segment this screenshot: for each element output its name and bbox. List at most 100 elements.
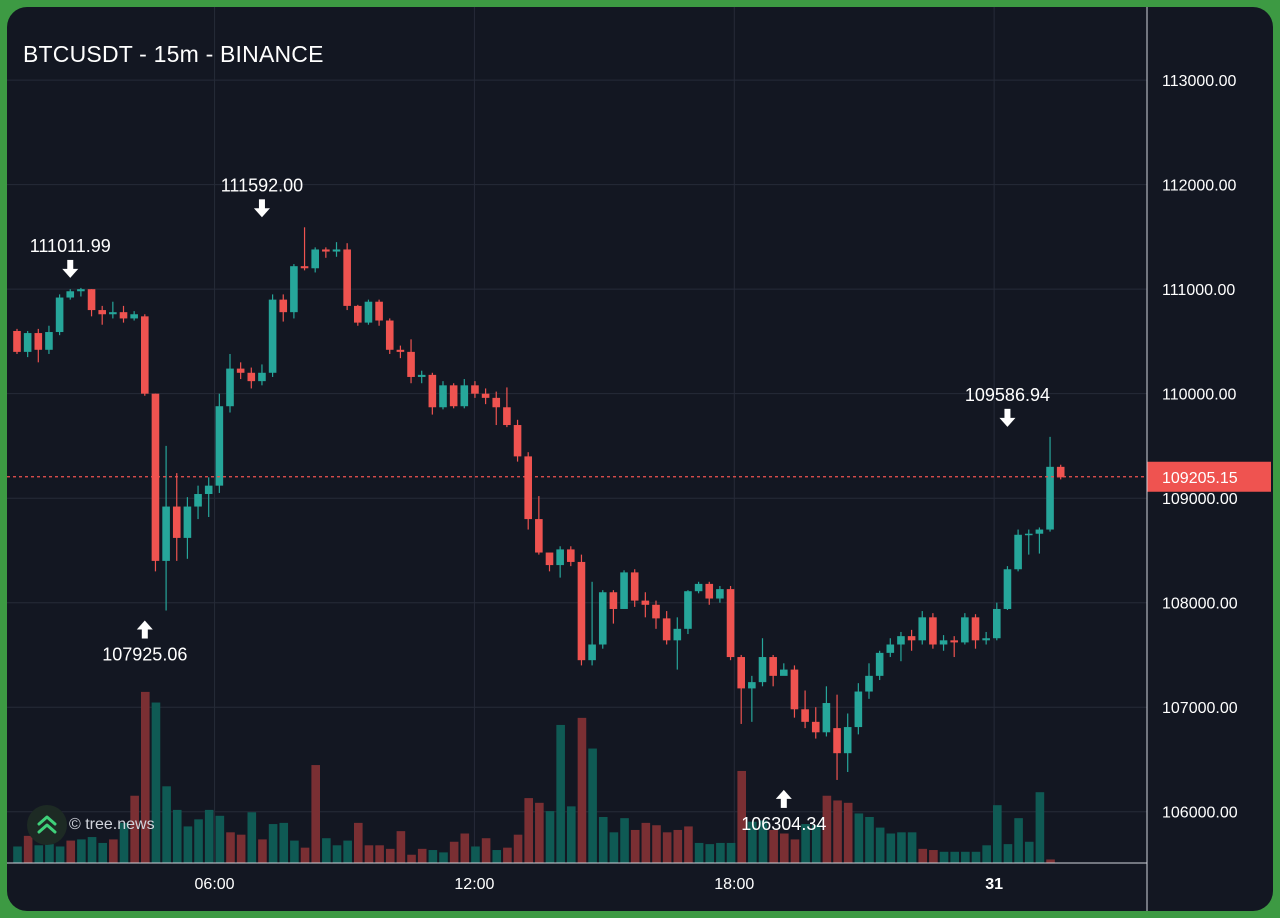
volume-bar xyxy=(354,822,363,863)
candle-body xyxy=(417,374,426,377)
candle-body xyxy=(907,636,916,641)
candle xyxy=(854,683,863,735)
candle xyxy=(961,613,969,645)
candle xyxy=(172,473,181,561)
candle-body xyxy=(780,669,788,676)
candle-body xyxy=(492,397,501,408)
axis-layer[interactable]: 106000.00 107000.00 108000.00 109000.00 1100… xyxy=(7,7,1271,911)
candle xyxy=(577,554,586,666)
candle-body xyxy=(918,617,927,641)
candle xyxy=(375,299,383,326)
candle xyxy=(34,328,43,363)
candle-body xyxy=(87,289,96,311)
candle xyxy=(588,581,596,666)
candle-body xyxy=(172,506,181,538)
candle xyxy=(513,419,522,462)
up-arrow-icon xyxy=(136,620,153,630)
candle xyxy=(609,590,618,624)
candle-body xyxy=(801,709,809,722)
volume-bar xyxy=(556,724,565,863)
volume-bar xyxy=(183,826,193,863)
candle-body xyxy=(726,589,735,658)
high-marker: 111592.00 xyxy=(221,175,303,218)
y-tick-label: 106000.00 xyxy=(1162,805,1238,822)
volume-bar xyxy=(971,851,981,863)
candle xyxy=(811,707,820,739)
candle xyxy=(1024,529,1033,555)
volume-bar xyxy=(87,837,97,863)
candle xyxy=(471,381,479,398)
candle xyxy=(886,638,895,658)
volume-bar xyxy=(332,845,342,863)
candle xyxy=(354,304,362,326)
candle-body xyxy=(609,592,618,609)
candle-body xyxy=(939,640,948,645)
candle-body xyxy=(535,519,543,553)
candle xyxy=(726,585,735,661)
candle xyxy=(66,289,75,300)
candle-body xyxy=(790,669,799,710)
candle-body xyxy=(226,368,234,407)
candle xyxy=(226,353,234,413)
high-marker: 109586.94 xyxy=(965,385,1050,427)
candle xyxy=(822,686,831,737)
candle-body xyxy=(439,385,447,408)
volume-bar xyxy=(311,765,320,863)
volume-bar xyxy=(918,848,928,863)
arrow-stem xyxy=(67,259,74,270)
candle xyxy=(705,581,714,605)
candle xyxy=(652,600,660,629)
volume-bar xyxy=(268,824,278,863)
candle xyxy=(55,294,64,336)
candle-body xyxy=(886,644,895,653)
annotation-label: 109586.94 xyxy=(965,385,1050,405)
x-tick-label: 31 xyxy=(985,876,1003,893)
candle-body xyxy=(684,591,692,629)
volume-bar xyxy=(993,805,1002,863)
y-tick-label: 107000.00 xyxy=(1162,700,1238,717)
candle xyxy=(322,247,330,258)
candle-body xyxy=(567,549,575,562)
candle xyxy=(801,690,809,729)
candle-body xyxy=(545,552,554,566)
volume-bar xyxy=(119,822,129,863)
candle-body xyxy=(556,549,564,566)
volume-bar xyxy=(109,839,118,863)
volume-bar xyxy=(822,795,832,863)
volume-bar xyxy=(939,851,949,863)
candle-body xyxy=(1035,529,1044,534)
candle-body xyxy=(748,682,756,689)
volume-bar xyxy=(1024,841,1034,863)
candle-body xyxy=(737,657,745,689)
candle-body xyxy=(119,312,128,319)
candle xyxy=(524,452,532,530)
x-tick-label: 06:00 xyxy=(195,876,235,893)
candle xyxy=(1003,566,1012,611)
candle-body xyxy=(982,638,990,641)
volume-bar xyxy=(236,834,246,863)
volume-bar xyxy=(439,852,448,863)
volume-bar xyxy=(322,838,331,863)
volume-bar xyxy=(98,842,107,863)
candle xyxy=(769,654,777,687)
volume-bar xyxy=(460,833,470,863)
candle xyxy=(87,289,96,317)
candlestick-chart[interactable]: 111011.99 111592.00 107925.06 106304.34 1095… xyxy=(7,7,1273,911)
volume-bar xyxy=(204,809,214,863)
candle xyxy=(641,592,650,618)
candle xyxy=(790,665,799,718)
candle-body xyxy=(1014,534,1022,570)
candle xyxy=(109,301,117,319)
candle xyxy=(311,247,319,273)
volume-bar xyxy=(1003,844,1013,863)
candle xyxy=(396,345,405,359)
watermark: © tree.news xyxy=(27,805,155,845)
arrow-stem xyxy=(1004,408,1011,419)
volume-bar xyxy=(151,702,161,863)
volume-bar xyxy=(907,832,917,863)
volume-bar xyxy=(694,842,704,863)
candle xyxy=(215,393,224,493)
candle xyxy=(567,546,575,567)
candle xyxy=(737,654,745,724)
volume-bar xyxy=(662,832,672,863)
